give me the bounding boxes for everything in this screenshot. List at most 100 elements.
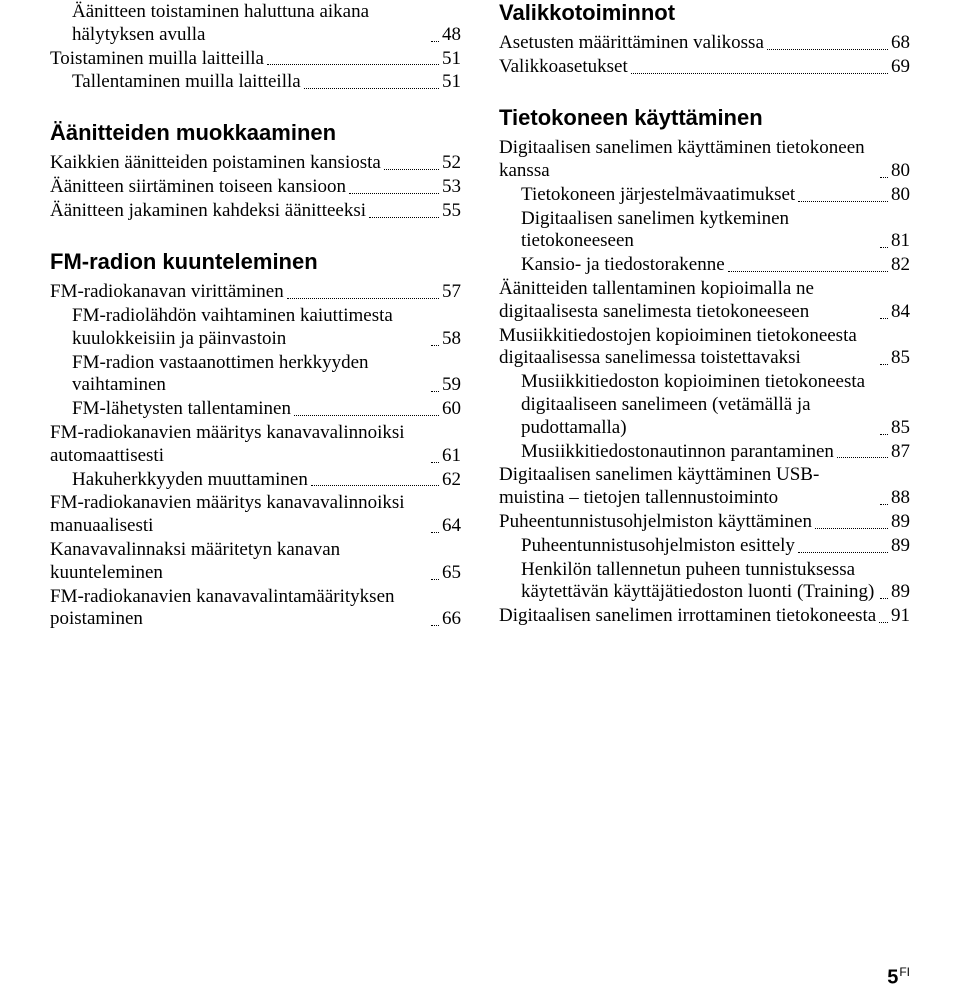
toc-entry-page: 51 (442, 71, 461, 94)
section-heading: Valikkotoiminnot (499, 0, 910, 25)
dot-leader (880, 598, 888, 599)
toc-entry-label: FM-radiokanavien kanavavalintamääritykse… (50, 586, 428, 632)
toc-entry-page: 88 (891, 487, 910, 510)
dot-leader (880, 504, 888, 505)
toc-entry: Äänitteen siirtäminen toiseen kansioon53 (50, 176, 461, 199)
dot-leader (431, 579, 439, 580)
toc-entry-label: FM-radiokanavien määritys kanavavalinnoi… (50, 422, 428, 468)
toc-entry-page: 85 (891, 347, 910, 370)
toc-entry-label: Äänitteen toistaminen haluttuna aikana h… (72, 1, 428, 47)
toc-entry-label: Digitaalisen sanelimen käyttäminen USB-m… (499, 464, 877, 510)
toc-entry-label: Musiikkitiedoston kopioiminen tietokonee… (521, 371, 877, 439)
dot-leader (837, 457, 888, 458)
dot-leader (294, 415, 439, 416)
page-number-suffix: FI (899, 965, 910, 979)
toc-entry: Toistaminen muilla laitteilla 51 (50, 48, 461, 71)
toc-entry-page: 58 (442, 328, 461, 351)
toc-entry-label: Tietokoneen järjestelmävaatimukset (521, 184, 795, 207)
toc-entry: Digitaalisen sanelimen käyttäminen tieto… (499, 137, 910, 183)
toc-entry-label: Musiikkitiedostonautinnon parantaminen (521, 441, 834, 464)
toc-entry: Tallentaminen muilla laitteilla 51 (50, 71, 461, 94)
toc-entry-label: Kansio- ja tiedostorakenne (521, 254, 725, 277)
toc-entry-page: 61 (442, 445, 461, 468)
dot-leader (384, 169, 439, 170)
toc-entry: Valikkoasetukset 69 (499, 56, 910, 79)
toc-entry-label: FM-radiolähdön vaihtaminen kaiuttimesta … (72, 305, 428, 351)
dot-leader (287, 298, 439, 299)
toc-entry: Kansio- ja tiedostorakenne82 (499, 254, 910, 277)
dot-leader (369, 217, 439, 218)
gap (499, 25, 910, 31)
toc-entry-label: Kaikkien äänitteiden poistaminen kansios… (50, 152, 381, 175)
toc-entry: Kanavavalinnaksi määritetyn kanavan kuun… (50, 539, 461, 585)
dot-leader (798, 201, 888, 202)
gap (499, 79, 910, 105)
toc-entry: Henkilön tallennetun puheen tunnistukses… (499, 559, 910, 605)
dot-leader (880, 434, 888, 435)
toc-entry: Puheentunnistusohjelmiston käyttäminen89 (499, 511, 910, 534)
toc-entry-page: 85 (891, 417, 910, 440)
toc-entry-page: 68 (891, 32, 910, 55)
dot-leader (879, 622, 888, 623)
toc-entry: FM-radiolähdön vaihtaminen kaiuttimesta … (50, 305, 461, 351)
toc-entry: Musiikkitiedostonautinnon parantaminen87 (499, 441, 910, 464)
dot-leader (728, 271, 888, 272)
toc-entry-page: 66 (442, 608, 461, 631)
dot-leader (431, 41, 439, 42)
toc-entry: Äänitteiden tallentaminen kopioimalla ne… (499, 278, 910, 324)
gap (499, 130, 910, 136)
toc-entry-page: 81 (891, 230, 910, 253)
section-heading: Äänitteiden muokkaaminen (50, 120, 461, 145)
toc-entry: FM-radiokanavien määritys kanavavalinnoi… (50, 492, 461, 538)
toc-entry-page: 57 (442, 281, 461, 304)
dot-leader (880, 247, 888, 248)
toc-entry: Kaikkien äänitteiden poistaminen kansios… (50, 152, 461, 175)
toc-entry-label: Valikkoasetukset (499, 56, 628, 79)
section-heading: FM-radion kuunteleminen (50, 249, 461, 274)
toc-entry: FM-radiokanavan virittäminen 57 (50, 281, 461, 304)
toc-entry: Äänitteen jakaminen kahdeksi äänitteeksi… (50, 200, 461, 223)
dot-leader (349, 193, 439, 194)
toc-entry: Musiikkitiedostojen kopioiminen tietokon… (499, 325, 910, 371)
toc-entry: Musiikkitiedoston kopioiminen tietokonee… (499, 371, 910, 439)
toc-entry-page: 51 (442, 48, 461, 71)
toc-entry-page: 80 (891, 184, 910, 207)
toc-entry-page: 59 (442, 374, 461, 397)
dot-leader (431, 462, 439, 463)
toc-entry-label: Hakuherkkyyden muuttaminen (72, 469, 308, 492)
toc-page: Äänitteen toistaminen haluttuna aikana h… (0, 0, 960, 1002)
toc-entry: Hakuherkkyyden muuttaminen 62 (50, 469, 461, 492)
toc-entry-label: Puheentunnistusohjelmiston esittely (521, 535, 795, 558)
toc-entry-label: FM-radiokanavan virittäminen (50, 281, 284, 304)
dot-leader (431, 345, 439, 346)
dot-leader (311, 485, 439, 486)
dot-leader (304, 88, 439, 89)
toc-entry-label: Digitaalisen sanelimen kytkeminen tietok… (521, 208, 877, 254)
toc-entry-page: 80 (891, 160, 910, 183)
toc-entry-label: Toistaminen muilla laitteilla (50, 48, 264, 71)
toc-entry-page: 69 (891, 56, 910, 79)
page-number-value: 5 (887, 967, 898, 989)
toc-entry-label: Asetusten määrittäminen valikossa (499, 32, 764, 55)
toc-entry-page: 65 (442, 562, 461, 585)
toc-entry-label: Äänitteiden tallentaminen kopioimalla ne… (499, 278, 877, 324)
toc-entry: Asetusten määrittäminen valikossa 68 (499, 32, 910, 55)
toc-entry: FM-lähetysten tallentaminen 60 (50, 398, 461, 421)
gap (50, 94, 461, 120)
toc-entry-page: 48 (442, 24, 461, 47)
gap (50, 223, 461, 249)
dot-leader (431, 532, 439, 533)
dot-leader (431, 391, 439, 392)
gap (50, 145, 461, 151)
toc-entry-label: FM-lähetysten tallentaminen (72, 398, 291, 421)
toc-entry-page: 60 (442, 398, 461, 421)
page-number: 5FI (887, 965, 910, 990)
toc-entry: FM-radion vastaanottimen herkkyyden vaih… (50, 352, 461, 398)
toc-entry: Digitaalisen sanelimen käyttäminen USB-m… (499, 464, 910, 510)
toc-entry-label: Tallentaminen muilla laitteilla (72, 71, 301, 94)
toc-entry-page: 62 (442, 469, 461, 492)
toc-entry-label: Kanavavalinnaksi määritetyn kanavan kuun… (50, 539, 428, 585)
toc-entry-page: 52 (442, 152, 461, 175)
dot-leader (431, 625, 439, 626)
toc-entry-label: Musiikkitiedostojen kopioiminen tietokon… (499, 325, 877, 371)
